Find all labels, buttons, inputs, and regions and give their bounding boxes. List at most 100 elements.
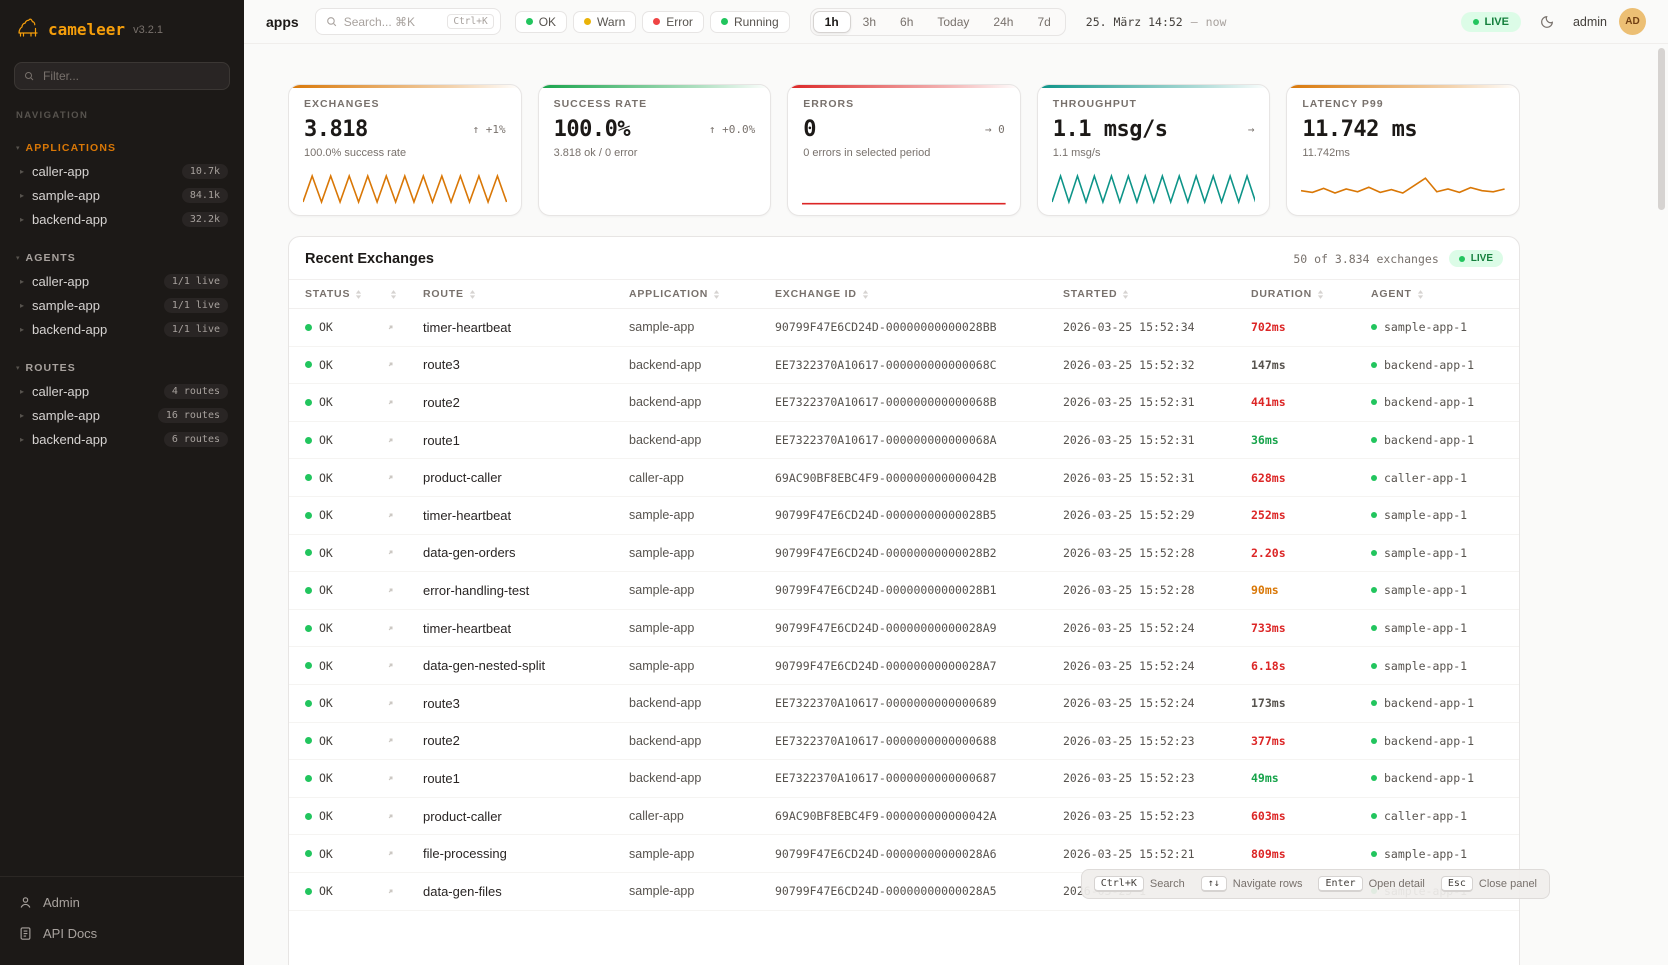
route-cell: timer-heartbeat	[423, 620, 512, 636]
sidebar-item-caller-app[interactable]: ▸ caller-app 1/1 live	[0, 269, 244, 293]
sidebar-item-backend-app[interactable]: ▸ backend-app 6 routes	[0, 427, 244, 451]
status-value: OK	[319, 583, 333, 598]
sidebar-item-api-docs[interactable]: API Docs	[0, 918, 244, 949]
table-row[interactable]: OK data-gen-orders sample-app 90799F47E6…	[289, 535, 1519, 573]
column-route[interactable]: ROUTE	[423, 288, 629, 300]
open-detail-icon[interactable]	[385, 773, 423, 784]
stat-delta: ↑ +0.0%	[708, 123, 756, 136]
time-range-3h[interactable]: 3h	[862, 14, 877, 29]
open-detail-icon[interactable]	[385, 397, 423, 408]
column-label: AGENT	[1371, 288, 1412, 300]
table-row[interactable]: OK route3 backend-app EE7322370A10617-00…	[289, 347, 1519, 385]
column-agent[interactable]: AGENT	[1371, 288, 1519, 300]
table-live-indicator[interactable]: LIVE	[1448, 250, 1503, 267]
table-row[interactable]: OK route2 backend-app EE7322370A10617-00…	[289, 723, 1519, 761]
open-detail-icon[interactable]	[385, 547, 423, 558]
open-detail-icon[interactable]	[385, 435, 423, 446]
sidebar-item-sample-app[interactable]: ▸ sample-app 84.1k	[0, 183, 244, 207]
section-header[interactable]: ▾ ROUTES	[0, 359, 244, 377]
open-detail-icon[interactable]	[385, 510, 423, 521]
time-range-7d[interactable]: 7d	[1037, 14, 1051, 29]
table-row[interactable]: OK file-processing sample-app 90799F47E6…	[289, 835, 1519, 873]
table-row[interactable]: OK route2 backend-app EE7322370A10617-00…	[289, 384, 1519, 422]
column-header[interactable]	[385, 289, 423, 299]
section-header[interactable]: ▾ AGENTS	[0, 249, 244, 267]
scrollbar[interactable]	[1658, 48, 1665, 210]
sidebar-item-badge: 32.2k	[181, 211, 228, 227]
open-detail-icon[interactable]	[385, 811, 423, 822]
application-cell: caller-app	[629, 809, 684, 824]
column-duration[interactable]: DURATION	[1251, 288, 1371, 300]
exchange-id-cell: 90799F47E6CD24D-00000000000028A9	[775, 621, 997, 636]
sidebar-item-caller-app[interactable]: ▸ caller-app 10.7k	[0, 159, 244, 183]
table-row[interactable]: OK error-handling-test sample-app 90799F…	[289, 572, 1519, 610]
filter-chip-ok[interactable]: OK	[514, 10, 568, 33]
agent-live-dot-icon	[1371, 700, 1377, 707]
open-detail-icon[interactable]	[385, 359, 423, 370]
column-application[interactable]: APPLICATION	[629, 288, 775, 300]
table-row[interactable]: OK route1 backend-app EE7322370A10617-00…	[289, 760, 1519, 798]
open-detail-icon[interactable]	[385, 322, 423, 333]
page-title: apps	[266, 13, 299, 30]
dark-mode-toggle[interactable]	[1533, 8, 1561, 36]
column-status[interactable]: STATUS	[305, 288, 385, 300]
chevron-right-icon: ▸	[20, 386, 25, 396]
stat-title: EXCHANGES	[304, 98, 380, 110]
table-row[interactable]: OK timer-heartbeat sample-app 90799F47E6…	[289, 497, 1519, 535]
sidebar-item-sample-app[interactable]: ▸ sample-app 16 routes	[0, 403, 244, 427]
section-header[interactable]: ▾ APPLICATIONS	[0, 139, 244, 157]
table-header-right: 50 of 3.834 exchanges LIVE	[1293, 250, 1503, 267]
column-started[interactable]: STARTED	[1063, 288, 1251, 300]
started-cell: 2026-03-25 15:52:24	[1063, 696, 1195, 711]
open-detail-icon[interactable]	[385, 848, 423, 859]
chevron-right-icon: ▸	[20, 324, 25, 334]
open-detail-icon[interactable]	[385, 623, 423, 634]
sidebar-item-backend-app[interactable]: ▸ backend-app 1/1 live	[0, 317, 244, 341]
status-cell: OK	[305, 771, 385, 785]
table-row[interactable]: OK timer-heartbeat sample-app 90799F47E6…	[289, 610, 1519, 648]
filter-chip-running[interactable]: Running	[709, 10, 790, 33]
application-cell: backend-app	[629, 771, 702, 786]
sidebar-item-backend-app[interactable]: ▸ backend-app 32.2k	[0, 207, 244, 231]
sidebar-item-admin[interactable]: Admin	[0, 887, 244, 918]
table-row[interactable]: OK data-gen-nested-split sample-app 9079…	[289, 647, 1519, 685]
open-detail-icon[interactable]	[385, 698, 423, 709]
application-cell: sample-app	[629, 658, 695, 673]
open-detail-icon[interactable]	[385, 886, 423, 897]
status-cell: OK	[305, 809, 385, 823]
table-row[interactable]: OK product-caller caller-app 69AC90BF8EB…	[289, 798, 1519, 836]
status-filter-group: OK Warn Error Running	[514, 10, 790, 33]
arrow-up-right-icon	[388, 851, 393, 856]
time-range-6h[interactable]: 6h	[900, 14, 914, 29]
started-cell: 2026-03-25 15:52:23	[1063, 771, 1195, 786]
column-exchange-id[interactable]: EXCHANGE ID	[775, 288, 1063, 300]
chip-label: Warn	[597, 14, 626, 29]
filter-chip-error[interactable]: Error	[642, 10, 704, 33]
sidebar-item-caller-app[interactable]: ▸ caller-app 4 routes	[0, 379, 244, 403]
open-detail-icon[interactable]	[385, 735, 423, 746]
table-row[interactable]: OK product-caller caller-app 69AC90BF8EB…	[289, 459, 1519, 497]
live-label: LIVE	[1484, 15, 1509, 28]
sidebar-item-badge: 6 routes	[163, 431, 228, 447]
avatar[interactable]: AD	[1619, 8, 1646, 35]
filter-chip-warn[interactable]: Warn	[573, 10, 637, 33]
time-range-1h[interactable]: 1h	[812, 10, 851, 33]
status-ok-dot-icon	[305, 774, 312, 782]
live-indicator[interactable]: LIVE	[1460, 11, 1521, 32]
time-range-today[interactable]: Today	[937, 14, 970, 29]
status-value: OK	[319, 470, 333, 485]
sidebar-item-sample-app[interactable]: ▸ sample-app 1/1 live	[0, 293, 244, 317]
time-range-24h[interactable]: 24h	[993, 14, 1014, 29]
open-detail-icon[interactable]	[385, 472, 423, 483]
table-row[interactable]: OK timer-heartbeat sample-app 90799F47E6…	[289, 309, 1519, 347]
filter-input[interactable]	[14, 62, 230, 90]
open-detail-icon[interactable]	[385, 660, 423, 671]
table-row[interactable]: OK route1 backend-app EE7322370A10617-00…	[289, 422, 1519, 460]
agent-live-dot-icon	[1371, 549, 1377, 556]
section-title: APPLICATIONS	[25, 142, 117, 154]
table-row[interactable]: OK route3 backend-app EE7322370A10617-00…	[289, 685, 1519, 723]
status-cell: OK	[305, 508, 385, 522]
search-input[interactable]: Search... ⌘K Ctrl+K	[314, 8, 501, 35]
chevron-right-icon: ▸	[20, 190, 25, 200]
open-detail-icon[interactable]	[385, 585, 423, 596]
